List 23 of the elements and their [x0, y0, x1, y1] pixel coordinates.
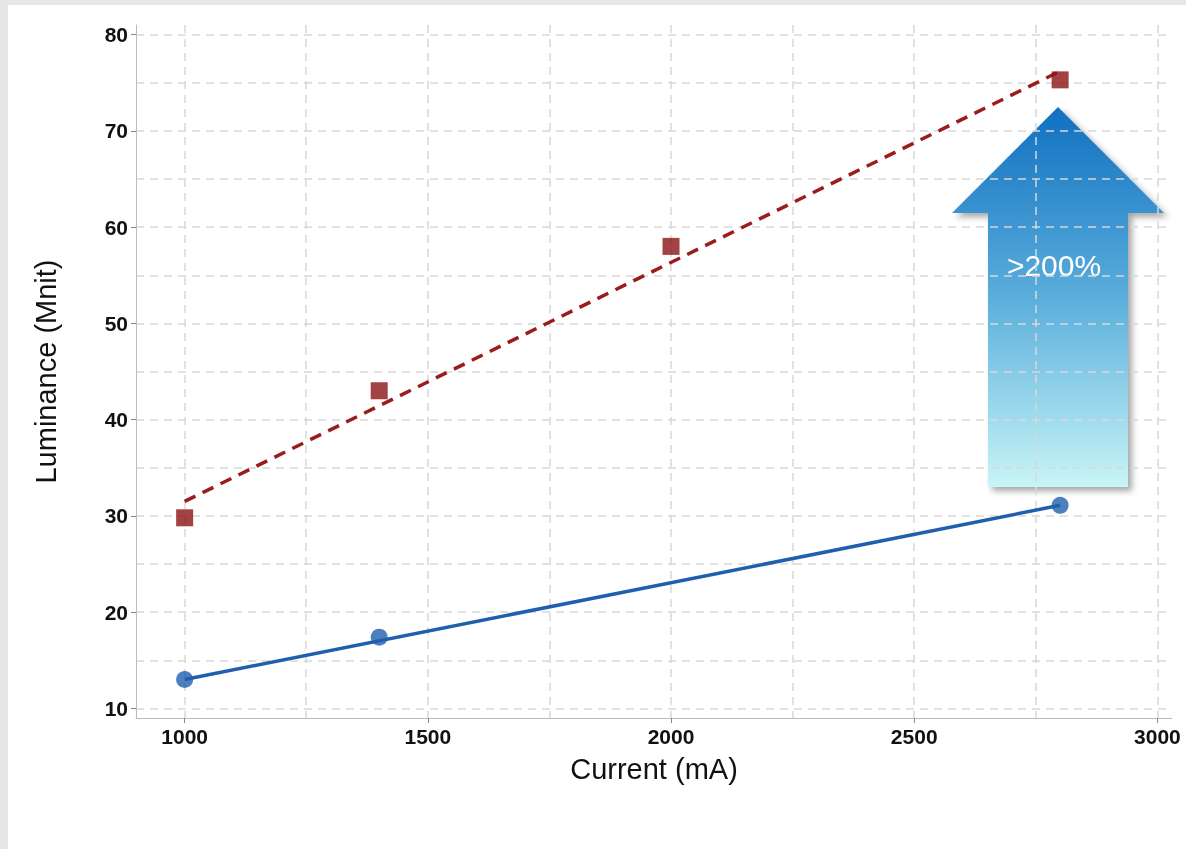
y-tick-label: 80 [104, 23, 128, 47]
annotation: >200% [1006, 249, 1102, 282]
point [1051, 496, 1069, 514]
point [370, 628, 388, 646]
y-tick-label: 30 [104, 504, 128, 528]
point [176, 671, 194, 688]
x-tick-label: 2500 [890, 725, 938, 748]
y-axis-title: Luminance (Mnit) [29, 259, 62, 484]
x-axis-title: Current (mA) [570, 752, 738, 785]
y-tick-label: 20 [104, 600, 128, 624]
point [370, 382, 388, 400]
point [1051, 71, 1069, 89]
y-tick-label: 60 [104, 215, 128, 239]
point [176, 509, 194, 527]
x-tick-label: 1000 [161, 725, 208, 748]
x-tick-label: 2000 [647, 725, 695, 748]
y-tick-label: 10 [104, 696, 128, 720]
y-tick-label: 40 [104, 408, 128, 432]
y-tick-label: 50 [104, 311, 128, 335]
x-tick-label: 1500 [404, 725, 452, 748]
point [662, 237, 680, 255]
x-tick-label: 3000 [1134, 725, 1181, 748]
y-tick-label: 70 [104, 119, 128, 143]
